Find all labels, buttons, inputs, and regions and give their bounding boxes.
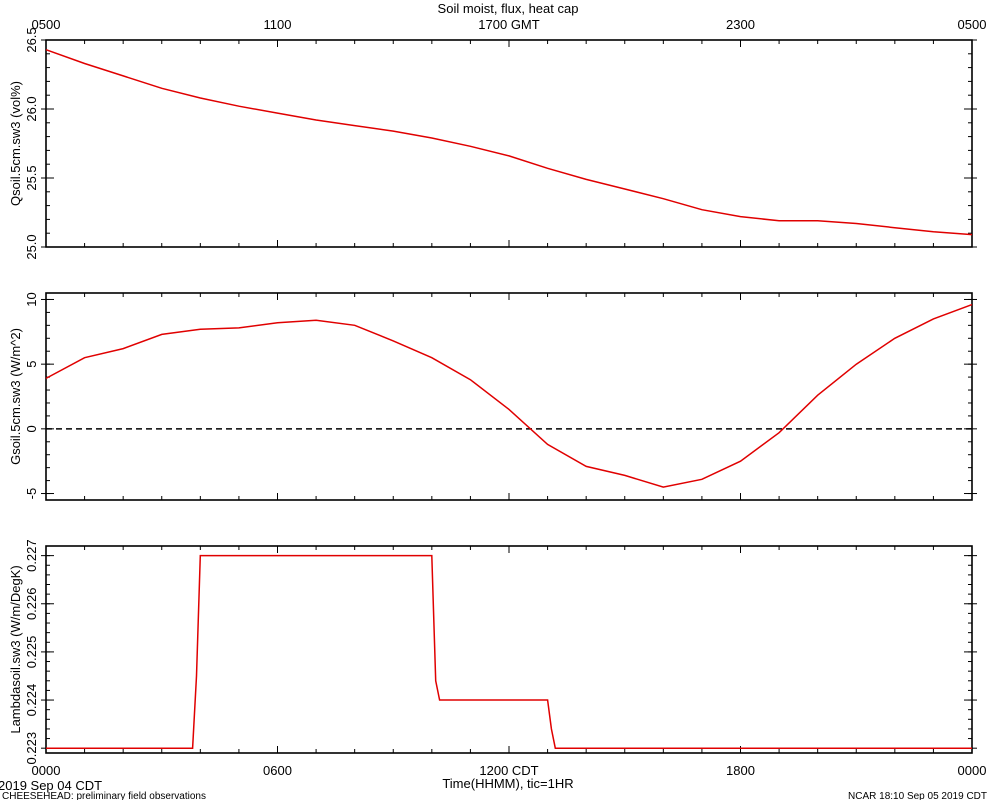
bottom-axis-label: 0000 [32,763,61,778]
y-axis-label: Gsoil.5cm.sw3 (W/m^2) [8,328,23,465]
y-axis-label: Qsoil.5cm.sw3 (vol%) [8,81,23,206]
plot-frame [45,39,973,248]
data-line [46,554,972,749]
y-tick-label: 5 [24,361,39,368]
y-tick-label: 25.0 [24,234,39,259]
plot-frame [45,545,973,754]
top-axis-label: 1100 [264,17,292,32]
y-tick-label: 0.226 [24,587,39,620]
plot-frame [45,292,973,501]
y-tick-label: 10 [24,292,39,306]
y-tick-label: 0.227 [24,539,39,572]
top-axis-label: 0500 [32,17,61,32]
chart-title: Soil moist, flux, heat cap [438,1,579,16]
top-axis-label: 1700 GMT [478,17,539,32]
y-tick-label: 0.224 [24,684,39,717]
footer-note-left: CHEESEHEAD: preliminary field observatio… [2,791,206,800]
y-tick-label: -5 [24,488,39,500]
y-tick-label: 26.0 [24,96,39,121]
y-axis-label: Lambdasoil.sw3 (W/m/DegK) [8,565,23,733]
footer-date: 2019 Sep 04 CDT [0,778,102,793]
data-line [45,48,973,236]
y-tick-label: 26.5 [24,27,39,52]
bottom-axis-label: 0000 [958,763,987,778]
y-tick-label: 0.225 [24,636,39,669]
panel-soil-thermal-conductivity: 0.223 0.224 0.225 0.226 0.227Lambdasoil.sw3 … [8,539,986,778]
x-axis-title: Time(HHMM), tic=1HR [442,776,573,791]
y-tick-label: 0.223 [24,732,39,765]
bottom-axis-label: 1800 [726,763,755,778]
top-axis-label: 0500 [958,17,987,32]
bottom-axis-label: 0600 [263,763,292,778]
data-line [45,303,973,488]
bottom-axis-label: 1200 CDT [479,763,538,778]
panel-soil-heat-flux: -5 0 5 10 Gsoil.5cm.sw3 (W/m^2) [8,292,977,501]
top-axis-label: 2300 [726,17,755,32]
y-tick-label: 0 [24,425,39,432]
y-tick-label: 25.5 [24,165,39,190]
footer-note-right: NCAR 18:10 Sep 05 2019 CDT [848,791,987,800]
panel-soil-moisture: 25.0 25.5 26.0 26.5 Qsoil.5cm.sw3 (vol%) 0500… [8,17,986,260]
